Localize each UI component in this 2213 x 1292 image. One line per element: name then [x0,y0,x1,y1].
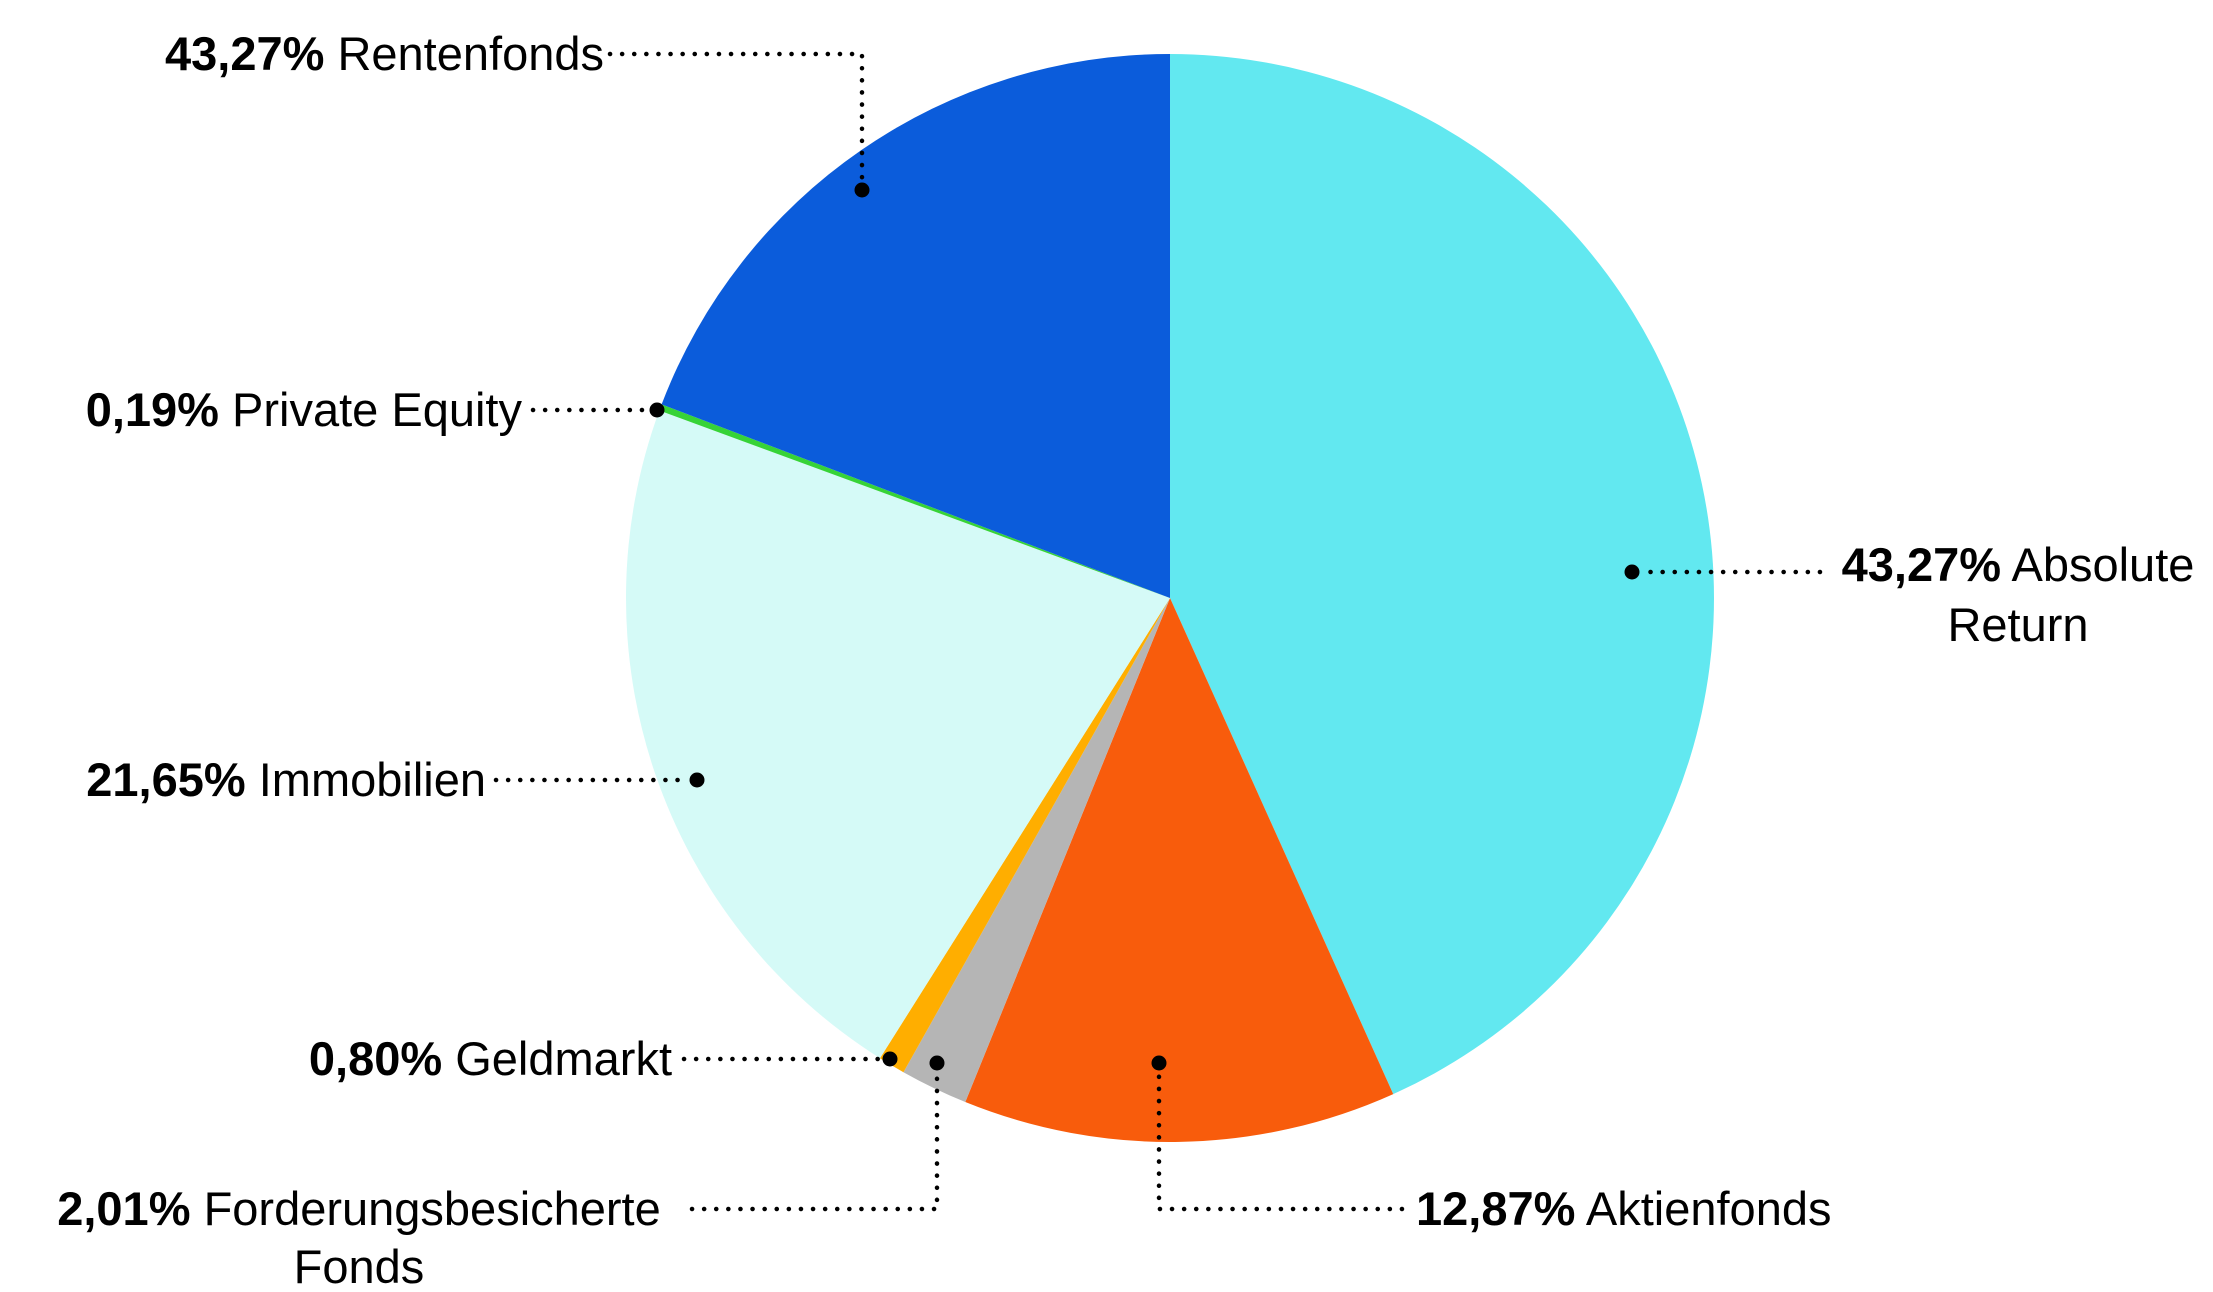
marker-dot-immobilien [689,772,705,788]
label-geldmarkt: 0,80% Geldmarkt [286,1030,672,1088]
pie-slice-private-equity [659,404,1170,598]
marker-dot-geldmarkt [882,1051,898,1067]
percent-value: 12,87% [1416,1182,1576,1235]
category-name: Private Equity [232,383,522,436]
label-rentenfonds: 43,27% Rentenfonds [136,25,604,83]
marker-dot-forderungsbesicherte-fonds [929,1055,945,1071]
pie-slice-absolute-return [1170,54,1714,1095]
category-name: Rentenfonds [337,27,604,80]
percent-value: 0,80% [308,1032,443,1085]
leader-line-forderungsbesicherte-fonds [689,1069,940,1212]
category-name: Immobilien [258,753,486,806]
marker-dot-rentenfonds [854,182,870,198]
marker-dot-aktienfonds [1151,1055,1167,1071]
pie-slice-forderungsbesicherte-fonds [903,598,1170,1103]
leader-lines [493,51,1823,1212]
marker-dot-private-equity [649,402,665,418]
category-name: Absolute Return [1947,538,2195,651]
pie-slice-aktienfonds [965,598,1394,1142]
leader-line-rentenfonds [607,51,865,189]
marker-dot-absolute-return [1624,564,1640,580]
category-name: Forderungsbesicherte Fonds [203,1182,661,1292]
pie-slice-rentenfonds [661,54,1170,598]
percent-value: 43,27% [164,27,325,80]
percent-value: 0,19% [85,383,219,436]
label-forderungsbesicherte-fonds: 2,01% Forderungsbesicherte Fonds [36,1180,682,1292]
percent-value: 43,27% [1841,538,2002,591]
label-immobilien: 21,65% Immobilien [64,751,486,809]
pie-slice-immobilien [625,410,1170,1059]
label-private-equity: 0,19% Private Equity [57,381,522,439]
label-absolute-return: 43,27% Absolute Return [1824,535,2212,655]
percent-value: 2,01% [57,1182,191,1235]
pie-slice-geldmarkt [879,598,1170,1073]
pie-slices [625,54,1714,1142]
percent-value: 21,65% [86,753,246,806]
category-name: Aktienfonds [1585,1182,1832,1235]
leader-line-aktienfonds [1156,1069,1405,1212]
category-name: Geldmarkt [455,1032,672,1085]
label-aktienfonds: 12,87% Aktienfonds [1416,1180,1831,1238]
